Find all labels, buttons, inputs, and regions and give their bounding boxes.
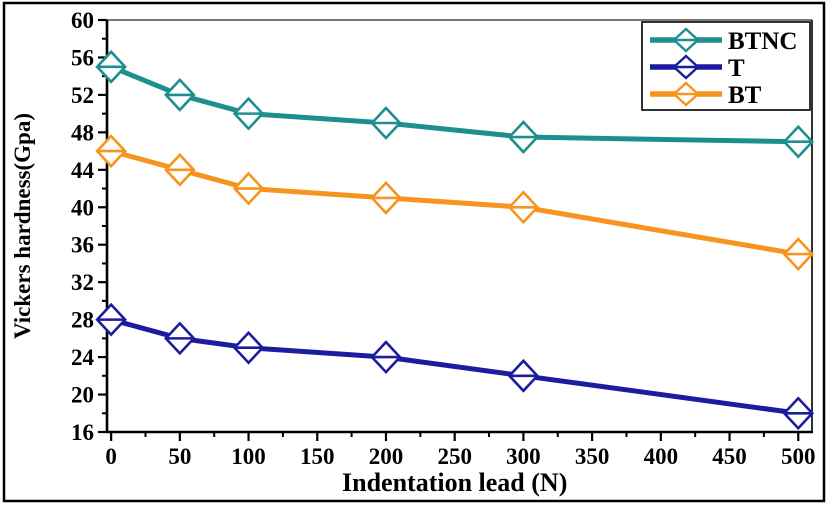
- x-tick-label: 50: [168, 444, 191, 469]
- x-tick-label: 450: [712, 444, 747, 469]
- legend-label-BTNC: BTNC: [728, 28, 797, 55]
- x-tick-label: 100: [231, 444, 266, 469]
- y-tick-label: 60: [71, 8, 94, 33]
- x-tick-label: 250: [437, 444, 472, 469]
- y-tick-label: 40: [71, 195, 94, 220]
- y-tick-label: 20: [71, 383, 94, 408]
- y-tick-label: 28: [71, 308, 94, 333]
- x-tick-label: 300: [506, 444, 541, 469]
- y-tick-label: 48: [71, 120, 94, 145]
- series-line-T: [110, 317, 799, 416]
- x-tick-label: 400: [644, 444, 679, 469]
- y-tick-label: 32: [71, 270, 94, 295]
- y-axis-title: Vickers hardness(Gpa): [10, 113, 35, 339]
- y-tick-label: 56: [71, 45, 94, 70]
- legend-label-BT: BT: [728, 82, 762, 109]
- y-tick-label: 44: [71, 158, 95, 183]
- x-tick-label: 150: [300, 444, 335, 469]
- x-tick-label: 500: [781, 444, 816, 469]
- series-line-BT: [110, 148, 799, 257]
- x-tick-label: 200: [369, 444, 404, 469]
- x-tick-label: 0: [105, 444, 117, 469]
- legend-label-T: T: [728, 55, 745, 82]
- y-tick-label: 16: [71, 420, 94, 445]
- y-tick-label: 52: [71, 83, 94, 108]
- x-tick-label: 350: [575, 444, 610, 469]
- y-tick-label: 24: [71, 345, 95, 370]
- series-line-BTNC: [110, 64, 799, 145]
- y-tick-label: 36: [71, 233, 94, 258]
- x-axis-title: Indentation lead (N): [342, 468, 567, 497]
